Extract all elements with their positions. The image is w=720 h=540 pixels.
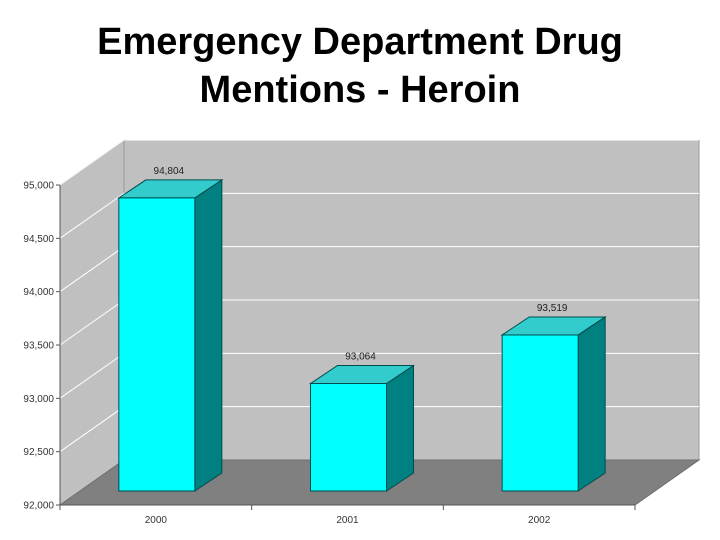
bar-2000 <box>117 178 224 492</box>
y-tick-label: 92,500 <box>23 447 54 458</box>
y-tick-label: 93,500 <box>23 341 54 352</box>
y-tick-label: 94,500 <box>23 234 54 245</box>
bar-front <box>118 197 196 492</box>
bar-front <box>501 334 579 492</box>
bar-side <box>386 364 414 492</box>
y-tick-label: 94,000 <box>23 287 54 298</box>
y-tick-label: 93,000 <box>23 394 54 405</box>
gridline <box>59 192 699 239</box>
x-axis: 2000 2001 2002 <box>59 504 636 526</box>
data-label: 93,064 <box>345 352 376 363</box>
bars <box>117 178 607 492</box>
y-tick-label: 95,000 <box>23 181 54 192</box>
bar-front <box>310 383 387 492</box>
x-tick-label: 2002 <box>528 515 551 526</box>
x-tick-label: 2000 <box>145 515 168 526</box>
title-line-2: Mentions - Heroin <box>199 69 521 111</box>
bar-2001 <box>308 364 416 492</box>
y-tick-label: 92,000 <box>23 501 54 512</box>
data-labels: 94,804 93,064 93,519 <box>154 166 568 363</box>
data-label: 94,804 <box>154 166 185 177</box>
x-tick-label: 2001 <box>336 515 359 526</box>
chart-title: Emergency Department Drug Mentions - Her… <box>0 18 720 114</box>
bar-side <box>194 178 223 492</box>
y-axis: 92,000 92,500 93,000 93,500 94,000 94,500 95,0… <box>23 181 61 512</box>
title-line-1: Emergency Department Drug <box>97 21 623 63</box>
data-label: 93,519 <box>537 303 568 314</box>
bar-2002 <box>500 316 607 492</box>
bar-side <box>577 316 606 492</box>
gridline <box>59 139 699 186</box>
